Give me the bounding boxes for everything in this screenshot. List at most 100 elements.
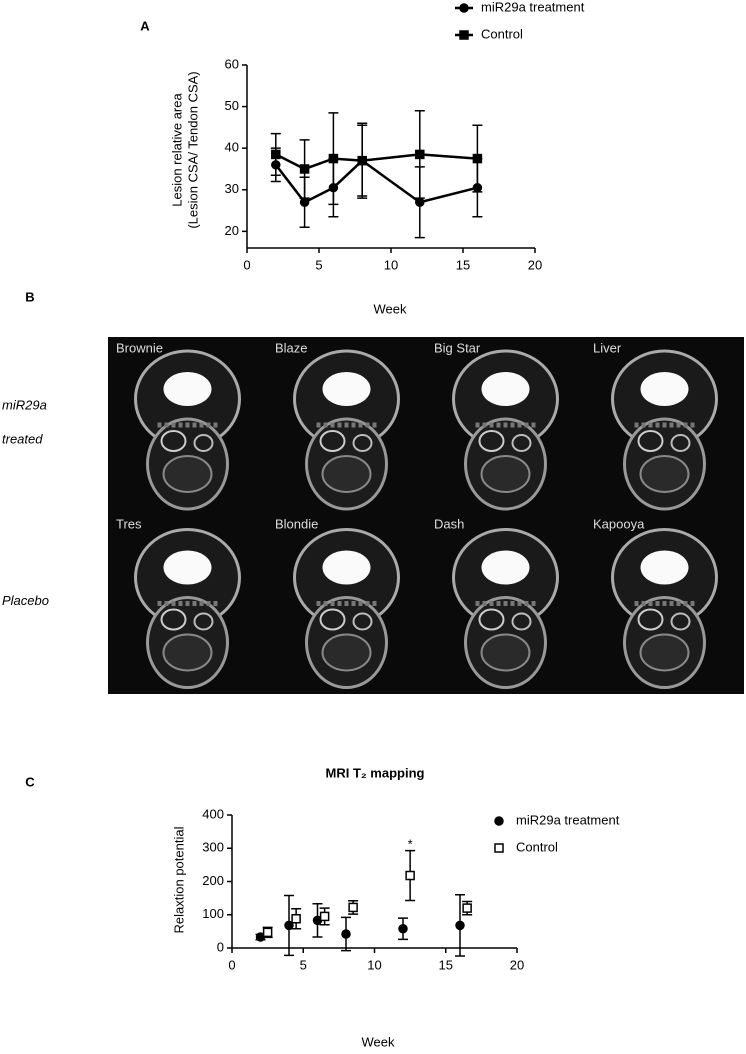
structure — [639, 633, 690, 672]
bone — [163, 372, 212, 406]
panel-label: B — [25, 289, 34, 304]
marker — [328, 153, 339, 164]
x-axis-label: Week — [374, 301, 407, 316]
panel-label: A — [140, 18, 150, 33]
bone — [163, 550, 212, 585]
panel-label: C — [25, 774, 35, 789]
marker — [319, 911, 330, 922]
x-tick-label: 20 — [510, 957, 524, 972]
y-tick-label: 40 — [225, 140, 239, 155]
y-tick-label: 300 — [202, 840, 224, 855]
structure — [319, 608, 346, 631]
marker — [455, 920, 465, 931]
mri-slice — [611, 349, 718, 511]
structure — [670, 434, 691, 452]
subject-label: Blaze — [275, 340, 308, 355]
structure — [670, 612, 691, 631]
x-tick-label: 5 — [300, 957, 307, 972]
marker — [415, 149, 425, 160]
marker — [415, 197, 425, 207]
marker — [398, 923, 408, 934]
mri-slice — [134, 528, 241, 689]
x-tick-label: 10 — [367, 957, 381, 972]
x-tick-label: 5 — [315, 257, 322, 272]
marker — [472, 153, 483, 164]
marker — [459, 30, 469, 40]
x-tick-label: 15 — [456, 257, 470, 272]
marker — [494, 843, 504, 853]
subject-label: Blondie — [275, 516, 318, 531]
structure — [352, 434, 373, 452]
subject-label: Big Star — [434, 340, 481, 355]
legend-label: Control — [481, 26, 523, 41]
structure — [193, 434, 214, 452]
y-tick-label: 0 — [217, 939, 224, 954]
row-label: miR29a — [2, 397, 47, 412]
chart-title: MRI T₂ mapping — [326, 765, 425, 780]
structure — [193, 612, 214, 631]
structure — [480, 455, 531, 493]
structure — [321, 633, 372, 672]
bone — [481, 550, 530, 585]
marker — [405, 870, 415, 881]
structure — [637, 430, 664, 452]
marker — [271, 149, 281, 160]
bone — [322, 550, 371, 585]
marker — [459, 3, 469, 13]
structure — [511, 612, 532, 631]
bone — [640, 372, 689, 406]
structure — [478, 608, 505, 631]
y-tick-label: 20 — [225, 223, 239, 238]
x-axis-label: Week — [362, 1034, 395, 1049]
structure — [160, 608, 187, 631]
marker — [284, 920, 294, 931]
structure — [637, 608, 664, 631]
structure — [321, 455, 372, 493]
structure — [160, 430, 187, 452]
bone — [322, 372, 371, 406]
series-line — [275, 153, 478, 171]
structure — [319, 430, 346, 452]
x-tick-label: 10 — [384, 257, 398, 272]
y-tick-label: 30 — [225, 181, 239, 196]
marker — [357, 155, 367, 166]
mri-slice — [452, 528, 559, 689]
subject-label: Brownie — [116, 340, 163, 355]
y-axis-label: Relaxtion potential — [171, 826, 186, 933]
legend-label: Control — [516, 839, 558, 854]
marker — [462, 903, 472, 913]
y-axis-label: (Lesion CSA/ Tendon CSA) — [185, 71, 200, 228]
structure — [162, 633, 213, 672]
annotation: * — [408, 836, 413, 851]
series-line — [274, 159, 478, 204]
mri-slice — [293, 349, 400, 511]
subject-label: Tres — [116, 516, 142, 531]
subject-label: Dash — [434, 516, 464, 531]
legend-label: miR29a treatment — [481, 0, 585, 14]
subject-label: Liver — [593, 340, 622, 355]
structure — [352, 612, 373, 631]
marker — [299, 197, 310, 207]
x-tick-label: 20 — [528, 257, 542, 272]
mri-slice — [293, 528, 400, 689]
mri-slice — [452, 349, 559, 511]
marker — [341, 929, 351, 939]
bone — [481, 372, 530, 406]
structure — [162, 455, 213, 493]
x-tick-label: 0 — [243, 257, 250, 272]
marker — [494, 816, 504, 826]
subject-label: Kapooya — [593, 516, 645, 531]
marker — [348, 902, 358, 913]
x-tick-label: 0 — [228, 957, 235, 972]
mri-slice — [134, 349, 241, 511]
structure — [511, 434, 532, 452]
structure — [478, 430, 505, 452]
row-label: Placebo — [2, 593, 49, 608]
y-axis-label: Lesion relative area — [169, 93, 184, 207]
y-tick-label: 100 — [202, 906, 224, 921]
structure — [480, 633, 531, 672]
marker — [299, 164, 310, 174]
y-tick-label: 400 — [202, 806, 224, 821]
y-tick-label: 50 — [225, 98, 239, 113]
